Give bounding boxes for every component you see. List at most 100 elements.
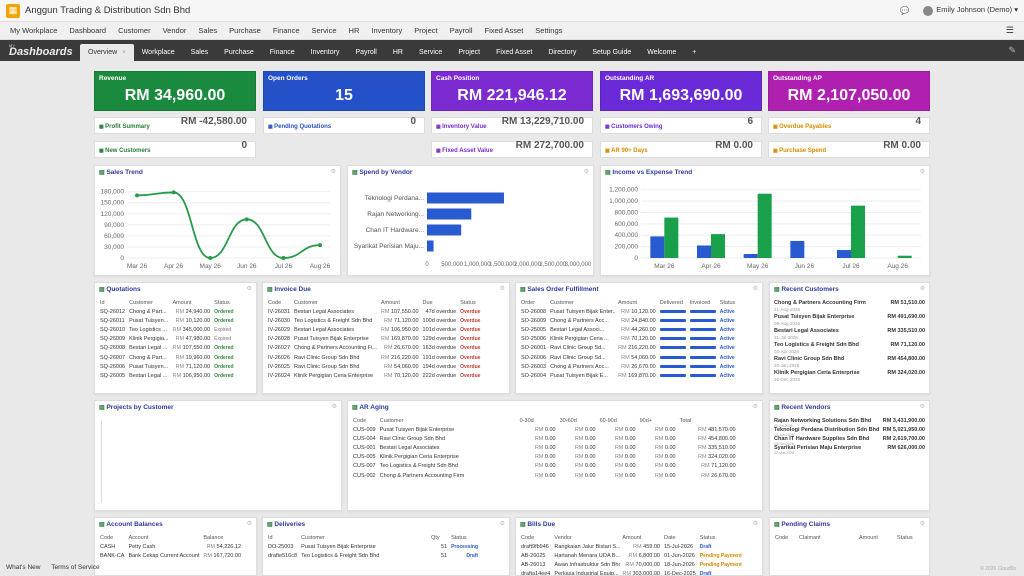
dashboard-tab[interactable]: Project [450,44,488,61]
dashboard-tab[interactable]: Payroll [347,44,384,61]
company-name[interactable]: Anggun Trading & Distribution Sdn Bhd [25,5,191,16]
list-item[interactable]: Klinik Pergigian Ceria Enterprise RM 324,… [774,370,925,382]
edit-icon[interactable]: ✎ [1008,45,1016,55]
bar[interactable] [743,254,758,258]
table-row[interactable]: IV-26028 Pusat Tuisyen Bijak Enterprise RM… [266,335,482,344]
summary-card[interactable]: Pending Quotations 0 [263,116,425,134]
bar[interactable] [851,205,865,258]
panel-settings-icon[interactable]: ⚙ [499,286,505,292]
table-row[interactable]: CUS-002 Chong & Partners Accounting Firm R… [351,471,738,480]
list-item[interactable]: Chong & Partners Accounting Firm RM 51,51… [774,300,925,312]
menu-item[interactable]: Dashboard [69,26,107,35]
panel-settings-icon[interactable]: ⚙ [583,169,589,175]
table-row[interactable]: SO-26004 Pusat Tuisyen Bijak E... RM 169,8… [519,371,737,380]
table-row[interactable]: SO-26008 Pusat Tuisyen Bijak Enter... RM 1… [519,307,737,316]
summary-card[interactable]: New Customers 0 [94,140,256,158]
table-row[interactable]: CUS-001 Bestari Legal Associates RM 0.00 RM… [351,443,738,452]
panel-settings-icon[interactable]: ⚙ [752,521,758,527]
data-point[interactable] [281,256,286,260]
bar[interactable] [757,193,772,258]
panel-settings-icon[interactable]: ⚙ [919,286,925,292]
bar[interactable] [790,240,805,258]
bar[interactable] [897,255,912,258]
table-row[interactable]: SO-26001 Ravi Clinic Group Sd... RM 216,22… [519,344,737,353]
dashboard-tab[interactable]: Overview × [80,44,134,61]
list-item[interactable]: Chan IT Hardware Supplies Sdn Bhd RM 2,61… [774,436,925,446]
table-row[interactable]: IV-26025 Ravi Clinic Group Sdn Bhd RM 54,0… [266,362,482,371]
panel-settings-icon[interactable]: ⚙ [919,521,925,527]
table-row[interactable]: SO-26003 Chong & Partners Acc... RM 26,670… [519,362,737,371]
menu-item[interactable]: Sales [198,26,218,35]
bar[interactable] [837,250,851,258]
list-item[interactable]: Pusat Tuisyen Bijak Enterprise RM 491,690… [774,314,925,326]
panel-settings-icon[interactable]: ⚙ [919,404,925,410]
dashboard-tab[interactable]: Sales [183,44,217,61]
panel-settings-icon[interactable]: ⚙ [499,521,505,527]
list-item[interactable]: Ravi Clinic Group Sdn Bhd RM 454,800.00 20… [774,356,925,368]
tab-close-icon[interactable]: × [122,49,126,56]
summary-card[interactable]: Purchase Spend RM 0.00 [768,140,930,158]
kpi-card[interactable]: Outstanding AP RM 2,107,050.00 [768,71,930,111]
table-row[interactable]: SQ-26011 Pusat Tuisyen... RM 10,120.00 Orde… [98,316,236,325]
menu-item[interactable]: Customer [118,26,151,35]
dashboard-tab[interactable]: Service [411,44,450,61]
data-point[interactable] [171,190,176,195]
menu-item[interactable]: My Workplace [10,26,58,35]
dashboard-tab[interactable]: Workplace [134,44,183,61]
table-row[interactable]: DO-25003 Pusat Tuisyen Bijak Enterprise 51… [266,542,480,551]
table-row[interactable]: IV-26029 Bestari Legal Associates RM 106,9… [266,325,482,334]
panel-settings-icon[interactable]: ⚙ [330,169,336,175]
table-row[interactable]: BANK-CA Bank Cekap Current Account RM 167,… [98,551,243,560]
dashboard-tab[interactable]: Finance [262,44,303,61]
bar[interactable] [650,236,665,258]
menu-item[interactable]: Fixed Asset [484,26,524,35]
data-point[interactable] [244,217,249,222]
bar[interactable] [427,240,434,252]
bar[interactable] [697,245,711,258]
table-row[interactable]: SQ-26012 Chong & Part... RM 24,940.00 Order… [98,307,236,316]
dashboard-tab[interactable]: Setup Guide [584,44,639,61]
table-row[interactable]: SO-26006 Ravi Clinic Group Sd... RM 54,060… [519,353,737,362]
table-row[interactable]: CUS-005 Klinik Pergigian Ceria Enterprise… [351,453,738,462]
table-row[interactable]: AB-26013 Awan Infrastruktur Sdn Bhd RM 70,… [519,560,744,569]
menu-item[interactable]: Settings [535,26,563,35]
list-item[interactable]: Teo Logistics & Freight Sdn Bhd RM 71,120… [774,342,925,354]
summary-card[interactable]: Customers Owing 6 [600,116,762,134]
summary-card[interactable]: Overdue Payables 4 [768,116,930,134]
menu-item[interactable]: Payroll [449,26,473,35]
table-row[interactable]: SO-25005 Bestari Legal Associ... RM 44,260… [519,325,737,334]
chat-icon[interactable]: 💬 [899,5,910,15]
panel-settings-icon[interactable]: ⚙ [246,521,252,527]
list-item[interactable]: Bestari Legal Associates RM 335,510.00 21-… [774,328,925,340]
summary-card[interactable]: AR 90+ Days RM 0.00 [600,140,762,158]
table-row[interactable]: SO-25006 Klinik Pergigian Ceria ... RM 70,… [519,335,737,344]
table-row[interactable]: IV-26024 Klinik Pergigian Ceria Enterpris… [266,371,482,380]
list-item[interactable]: Rajan Networking Solutions Sdn Bhd RM 3,4… [774,418,925,428]
bar[interactable] [711,234,725,258]
table-row[interactable]: drafte516c8 Teo Logistics & Freight Sdn B… [266,551,480,560]
bar[interactable] [664,217,679,258]
table-row[interactable]: SO-26009 Chong & Partners Acc... RM 24,840… [519,316,737,325]
menu-item[interactable]: Vendor [162,26,187,35]
dashboard-tab[interactable]: Welcome [639,44,684,61]
summary-card[interactable]: Inventory Value RM 13,229,710.00 [431,116,593,134]
table-row[interactable]: AB-26025 Hartanah Menara UOA B... RM 6,800… [519,551,744,560]
table-row[interactable]: SQ-26007 Chong & Part... RM 19,960.00 Order… [98,353,236,362]
table-row[interactable]: draft9fb946 Rangkaian Jalur Bistari S... R… [519,542,744,551]
dashboard-tab[interactable]: Fixed Asset [488,44,540,61]
data-point[interactable] [318,243,322,248]
menu-item[interactable]: Inventory [371,26,403,35]
dashboard-tab[interactable]: + [684,44,704,61]
table-row[interactable]: CUS-007 Teo Logistics & Freight Sdn Bhd RM… [351,462,738,471]
app-logo-icon[interactable]: ▦ [6,3,20,18]
bar[interactable] [427,224,462,236]
kpi-card[interactable]: Cash Position RM 221,946.12 [431,71,593,111]
table-row[interactable]: SQ-26010 Teo Logistics ... RM 345,000.00 Ex… [98,325,236,334]
kpi-card[interactable]: Revenue RM 34,960.00 [94,71,256,111]
data-point[interactable] [135,193,139,198]
menu-item[interactable]: Finance [272,26,300,35]
panel-settings-icon[interactable]: ⚙ [331,404,337,410]
panel-settings-icon[interactable]: ⚙ [752,286,758,292]
table-row[interactable]: CASH Petty Cash RM 54,226.12 [98,542,243,551]
table-row[interactable]: CUS-004 Ravi Clinic Group Sdn Bhd RM 0.00 R… [351,434,738,443]
